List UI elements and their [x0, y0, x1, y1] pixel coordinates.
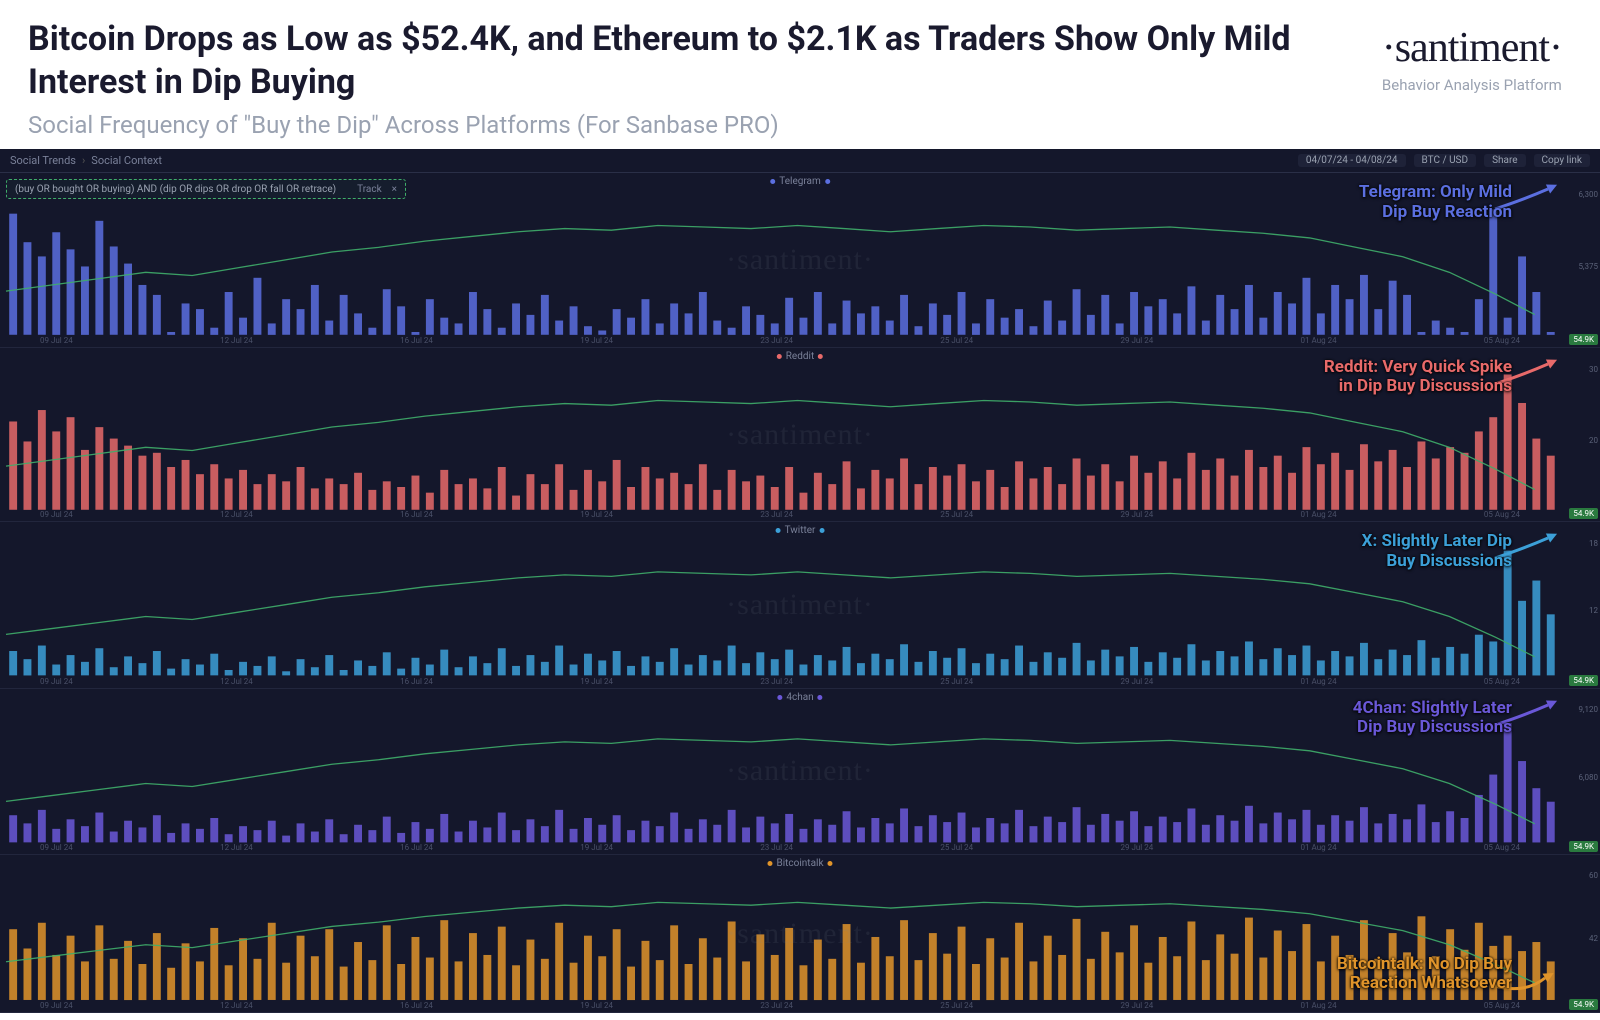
copy-link-button[interactable]: Copy link — [1534, 154, 1590, 167]
close-icon[interactable]: × — [392, 184, 397, 195]
annotation-bitcointalk: Bitcointalk: No Dip Buy Reaction Whatsoe… — [1337, 955, 1512, 994]
price-tag: 54.9K — [1569, 841, 1598, 852]
panel-label-twitter: Twitter — [772, 525, 829, 536]
x-axis-reddit: 09 Jul 2412 Jul 2416 Jul 2419 Jul 2423 J… — [0, 510, 1560, 520]
price-tag: 54.9K — [1569, 508, 1598, 519]
header: Bitcoin Drops as Low as $52.4K, and Ethe… — [0, 0, 1600, 149]
breadcrumb-2[interactable]: Social Context — [91, 154, 162, 167]
toolbar: Social Trends › Social Context 04/07/24 … — [0, 149, 1600, 173]
logo-block: ·santiment· Behavior Analysis Platform — [1382, 18, 1572, 94]
panel-label-fourchan: 4chan — [773, 692, 826, 703]
page-subtitle: Social Frequency of "Buy the Dip" Across… — [28, 111, 1382, 139]
query-text: (buy OR bought OR buying) AND (dip OR di… — [15, 184, 336, 195]
query-box[interactable]: (buy OR bought OR buying) AND (dip OR di… — [6, 179, 406, 199]
date-range-button[interactable]: 04/07/24 - 04/08/24 — [1298, 154, 1406, 167]
santiment-logo: ·santiment· — [1382, 24, 1562, 72]
share-button[interactable]: Share — [1484, 154, 1525, 167]
x-axis-telegram: 09 Jul 2412 Jul 2416 Jul 2419 Jul 2423 J… — [0, 336, 1560, 346]
panel-reddit: Reddit·santiment·30201054.9K09 Jul 2412 … — [0, 348, 1600, 523]
annotation-telegram: Telegram: Only Mild Dip Buy Reaction — [1359, 183, 1512, 222]
y-axis-bitcointalk: 604223 — [1560, 871, 1598, 1007]
breadcrumb-1[interactable]: Social Trends — [10, 154, 76, 167]
chart-area: Social Trends › Social Context 04/07/24 … — [0, 149, 1600, 1013]
panel-label-telegram: Telegram — [766, 176, 834, 187]
panel-fourchan: 4chan·santiment·9,1206,0804,07054.9K09 J… — [0, 689, 1600, 855]
annotation-reddit: Reddit: Very Quick Spike in Dip Buy Disc… — [1324, 358, 1512, 397]
breadcrumb-sep: › — [82, 154, 85, 167]
panels-container: Telegram·santiment·6,3005,3754,45054.9K0… — [0, 173, 1600, 1013]
header-text: Bitcoin Drops as Low as $52.4K, and Ethe… — [28, 18, 1382, 139]
chart-svg-twitter — [0, 522, 1600, 687]
annotation-twitter: X: Slightly Later Dip Buy Discussions — [1362, 532, 1512, 571]
y-axis-telegram: 6,3005,3754,450 — [1560, 190, 1598, 341]
panel-twitter: Twitter·santiment·1812654.9K09 Jul 2412 … — [0, 522, 1600, 688]
x-axis-bitcointalk: 09 Jul 2412 Jul 2416 Jul 2419 Jul 2423 J… — [0, 1001, 1560, 1011]
panel-label-bitcointalk: Bitcointalk — [763, 858, 836, 869]
track-label[interactable]: Track — [357, 184, 382, 195]
price-tag: 54.9K — [1569, 334, 1598, 345]
y-axis-fourchan: 9,1206,0804,070 — [1560, 705, 1598, 849]
x-axis-twitter: 09 Jul 2412 Jul 2416 Jul 2419 Jul 2423 J… — [0, 677, 1560, 687]
panel-telegram: Telegram·santiment·6,3005,3754,45054.9K0… — [0, 173, 1600, 348]
y-axis-reddit: 302010 — [1560, 365, 1598, 516]
annotation-fourchan: 4Chan: Slightly Later Dip Buy Discussion… — [1353, 699, 1512, 738]
page-title: Bitcoin Drops as Low as $52.4K, and Ethe… — [28, 18, 1382, 103]
logo-tagline: Behavior Analysis Platform — [1382, 76, 1562, 94]
price-tag: 54.9K — [1569, 675, 1598, 686]
panel-bitcointalk: Bitcointalk·santiment·60422354.9K09 Jul … — [0, 855, 1600, 1013]
y-axis-twitter: 18126 — [1560, 539, 1598, 683]
pair-button[interactable]: BTC / USD — [1414, 154, 1477, 167]
panel-label-reddit: Reddit — [773, 351, 827, 362]
price-tag: 54.9K — [1569, 999, 1598, 1010]
x-axis-fourchan: 09 Jul 2412 Jul 2416 Jul 2419 Jul 2423 J… — [0, 843, 1560, 853]
